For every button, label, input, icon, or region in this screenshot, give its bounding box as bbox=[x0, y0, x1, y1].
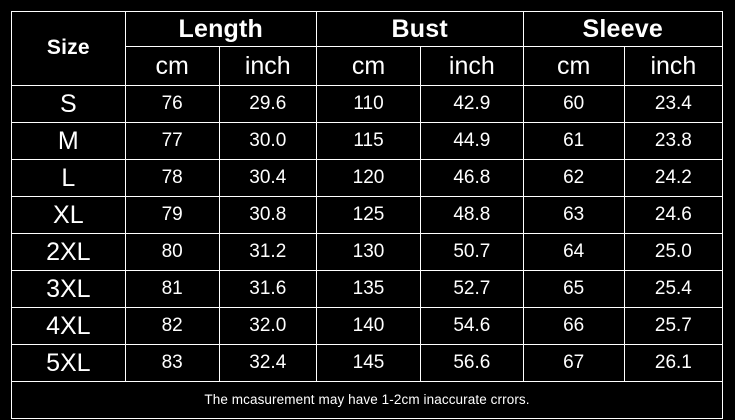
cell-bust-inch: 44.9 bbox=[420, 122, 524, 160]
cell-sleeve-cm: 66 bbox=[522, 307, 625, 345]
cell-size: 5XL bbox=[11, 344, 126, 382]
cell-bust-inch: 48.8 bbox=[420, 196, 524, 234]
cell-bust-inch: 42.9 bbox=[420, 85, 524, 123]
cell-length-inch: 32.4 bbox=[218, 344, 317, 382]
cell-sleeve-inch: 23.4 bbox=[623, 85, 724, 123]
header-group-length: Length bbox=[124, 11, 317, 47]
cell-size: S bbox=[11, 85, 126, 123]
cell-bust-cm: 125 bbox=[315, 196, 422, 234]
cell-sleeve-inch: 25.0 bbox=[623, 233, 724, 271]
cell-size: L bbox=[11, 159, 126, 197]
cell-bust-cm: 110 bbox=[315, 85, 422, 123]
cell-length-cm: 80 bbox=[124, 233, 220, 271]
cell-bust-inch: 50.7 bbox=[420, 233, 524, 271]
header-row-units: cm inch cm inch cm inch bbox=[12, 46, 724, 86]
cell-length-cm: 81 bbox=[124, 270, 220, 308]
cell-length-cm: 77 bbox=[124, 122, 220, 160]
cell-sleeve-inch: 24.6 bbox=[623, 196, 724, 234]
table-row: 3XL 81 31.6 135 52.7 65 25.4 bbox=[11, 270, 724, 308]
size-chart-table: Size Length Bust Sleeve cm inch cm inch … bbox=[11, 11, 724, 419]
footnote-row: The mcasurement may have 1-2cm inaccurat… bbox=[11, 381, 723, 419]
cell-length-cm: 82 bbox=[124, 307, 220, 345]
cell-length-inch: 30.8 bbox=[218, 196, 317, 234]
header-sleeve-cm: cm bbox=[522, 46, 625, 86]
cell-length-cm: 83 bbox=[124, 344, 220, 382]
cell-sleeve-inch: 26.1 bbox=[623, 344, 724, 382]
cell-size: 2XL bbox=[11, 233, 126, 271]
cell-sleeve-cm: 64 bbox=[522, 233, 625, 271]
cell-sleeve-cm: 63 bbox=[522, 196, 625, 234]
cell-sleeve-inch: 25.4 bbox=[623, 270, 724, 308]
header-length-inch: inch bbox=[218, 46, 317, 86]
cell-bust-cm: 145 bbox=[315, 344, 422, 382]
cell-size: XL bbox=[11, 196, 126, 234]
table-header: Size Length Bust Sleeve cm inch cm inch … bbox=[11, 11, 724, 86]
cell-sleeve-cm: 60 bbox=[522, 85, 625, 123]
cell-sleeve-cm: 65 bbox=[522, 270, 625, 308]
table-row: 4XL 82 32.0 140 54.6 66 25.7 bbox=[11, 307, 724, 345]
cell-length-inch: 30.4 bbox=[218, 159, 317, 197]
header-bust-cm: cm bbox=[315, 46, 422, 86]
cell-sleeve-inch: 24.2 bbox=[623, 159, 724, 197]
cell-length-inch: 32.0 bbox=[218, 307, 317, 345]
cell-bust-cm: 120 bbox=[315, 159, 422, 197]
cell-length-inch: 31.2 bbox=[218, 233, 317, 271]
cell-length-cm: 76 bbox=[124, 85, 220, 123]
header-row-groups: Size Length Bust Sleeve bbox=[11, 11, 724, 86]
table-row: 5XL 83 32.4 145 56.6 67 26.1 bbox=[11, 344, 724, 382]
table-row: 2XL 80 31.2 130 50.7 64 25.0 bbox=[11, 233, 724, 271]
cell-bust-cm: 140 bbox=[315, 307, 422, 345]
cell-bust-inch: 52.7 bbox=[420, 270, 524, 308]
cell-sleeve-cm: 62 bbox=[522, 159, 625, 197]
header-size: Size bbox=[11, 11, 126, 86]
table-body: S 76 29.6 110 42.9 60 23.4 M 77 30.0 115… bbox=[11, 85, 724, 419]
cell-bust-cm: 135 bbox=[315, 270, 422, 308]
cell-length-cm: 78 bbox=[124, 159, 220, 197]
cell-size: 4XL bbox=[11, 307, 126, 345]
cell-bust-inch: 56.6 bbox=[420, 344, 524, 382]
cell-size: M bbox=[11, 122, 126, 160]
table-row: XL 79 30.8 125 48.8 63 24.6 bbox=[11, 196, 724, 234]
cell-sleeve-cm: 61 bbox=[522, 122, 625, 160]
footnote-text: The mcasurement may have 1-2cm inaccurat… bbox=[11, 381, 723, 419]
cell-sleeve-inch: 25.7 bbox=[623, 307, 724, 345]
cell-sleeve-inch: 23.8 bbox=[623, 122, 724, 160]
cell-bust-cm: 130 bbox=[315, 233, 422, 271]
cell-length-inch: 29.6 bbox=[218, 85, 317, 123]
cell-bust-inch: 46.8 bbox=[420, 159, 524, 197]
cell-bust-cm: 115 bbox=[315, 122, 422, 160]
cell-length-cm: 79 bbox=[124, 196, 220, 234]
cell-length-inch: 31.6 bbox=[218, 270, 317, 308]
header-length-cm: cm bbox=[124, 46, 220, 86]
cell-length-inch: 30.0 bbox=[218, 122, 317, 160]
header-bust-inch: inch bbox=[420, 46, 524, 86]
table-row: L 78 30.4 120 46.8 62 24.2 bbox=[11, 159, 724, 197]
header-group-sleeve: Sleeve bbox=[522, 11, 724, 47]
header-sleeve-inch: inch bbox=[623, 46, 724, 86]
cell-sleeve-cm: 67 bbox=[522, 344, 625, 382]
cell-bust-inch: 54.6 bbox=[420, 307, 524, 345]
cell-size: 3XL bbox=[11, 270, 126, 308]
header-group-bust: Bust bbox=[315, 11, 524, 47]
table-row: S 76 29.6 110 42.9 60 23.4 bbox=[11, 85, 724, 123]
table-row: M 77 30.0 115 44.9 61 23.8 bbox=[11, 122, 724, 160]
